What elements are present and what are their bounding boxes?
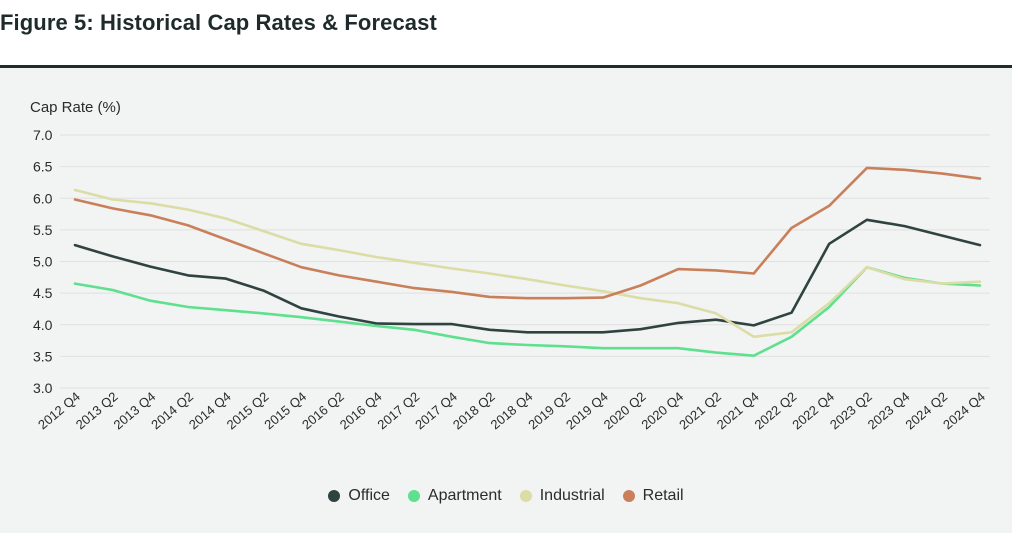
chart-legend: Office Apartment Industrial Retail [0, 487, 1012, 505]
legend-item-industrial: Industrial [519, 487, 605, 505]
y-axis-label: Cap Rate (%) [30, 99, 121, 116]
y-tick-label: 5.0 [33, 254, 53, 270]
legend-label: Office [348, 487, 390, 504]
legend-label: Industrial [539, 487, 605, 504]
title-divider [0, 65, 1012, 68]
y-tick-label: 3.0 [33, 380, 53, 396]
series-line-retail [73, 166, 982, 300]
y-tick-label: 7.0 [33, 127, 53, 143]
legend-item-apartment: Apartment [407, 487, 502, 505]
legend-item-office: Office [328, 487, 390, 505]
legend-dot-icon [407, 490, 420, 502]
y-tick-label: 3.5 [33, 348, 53, 364]
legend-dot-icon [622, 490, 635, 502]
legend-label: Retail [642, 487, 684, 504]
y-tick-label: 6.5 [33, 159, 53, 175]
chart-panel: Cap Rate (%) 7.0 6.5 6.0 5.5 5.0 4.5 4.0 3.5 3.0… [0, 68, 1012, 533]
legend-dot-icon [519, 490, 532, 502]
series-line-apartment [73, 265, 982, 358]
y-tick-label: 4.5 [33, 285, 53, 301]
x-tick-label: 2024 Q4 [940, 389, 988, 433]
y-tick-label: 6.0 [33, 190, 53, 206]
y-tick-label: 4.0 [33, 317, 53, 333]
series-line-office [73, 218, 982, 334]
y-tick-label: 5.5 [33, 222, 53, 238]
legend-label: Apartment [427, 487, 502, 504]
figure-title: Figure 5: Historical Cap Rates & Forecas… [0, 10, 437, 35]
legend-item-retail: Retail [622, 487, 684, 505]
legend-dot-icon [328, 490, 341, 502]
line-chart: Cap Rate (%) 7.0 6.5 6.0 5.5 5.0 4.5 4.0 3.5 3.0… [30, 99, 990, 433]
series-line-industrial [73, 188, 982, 339]
